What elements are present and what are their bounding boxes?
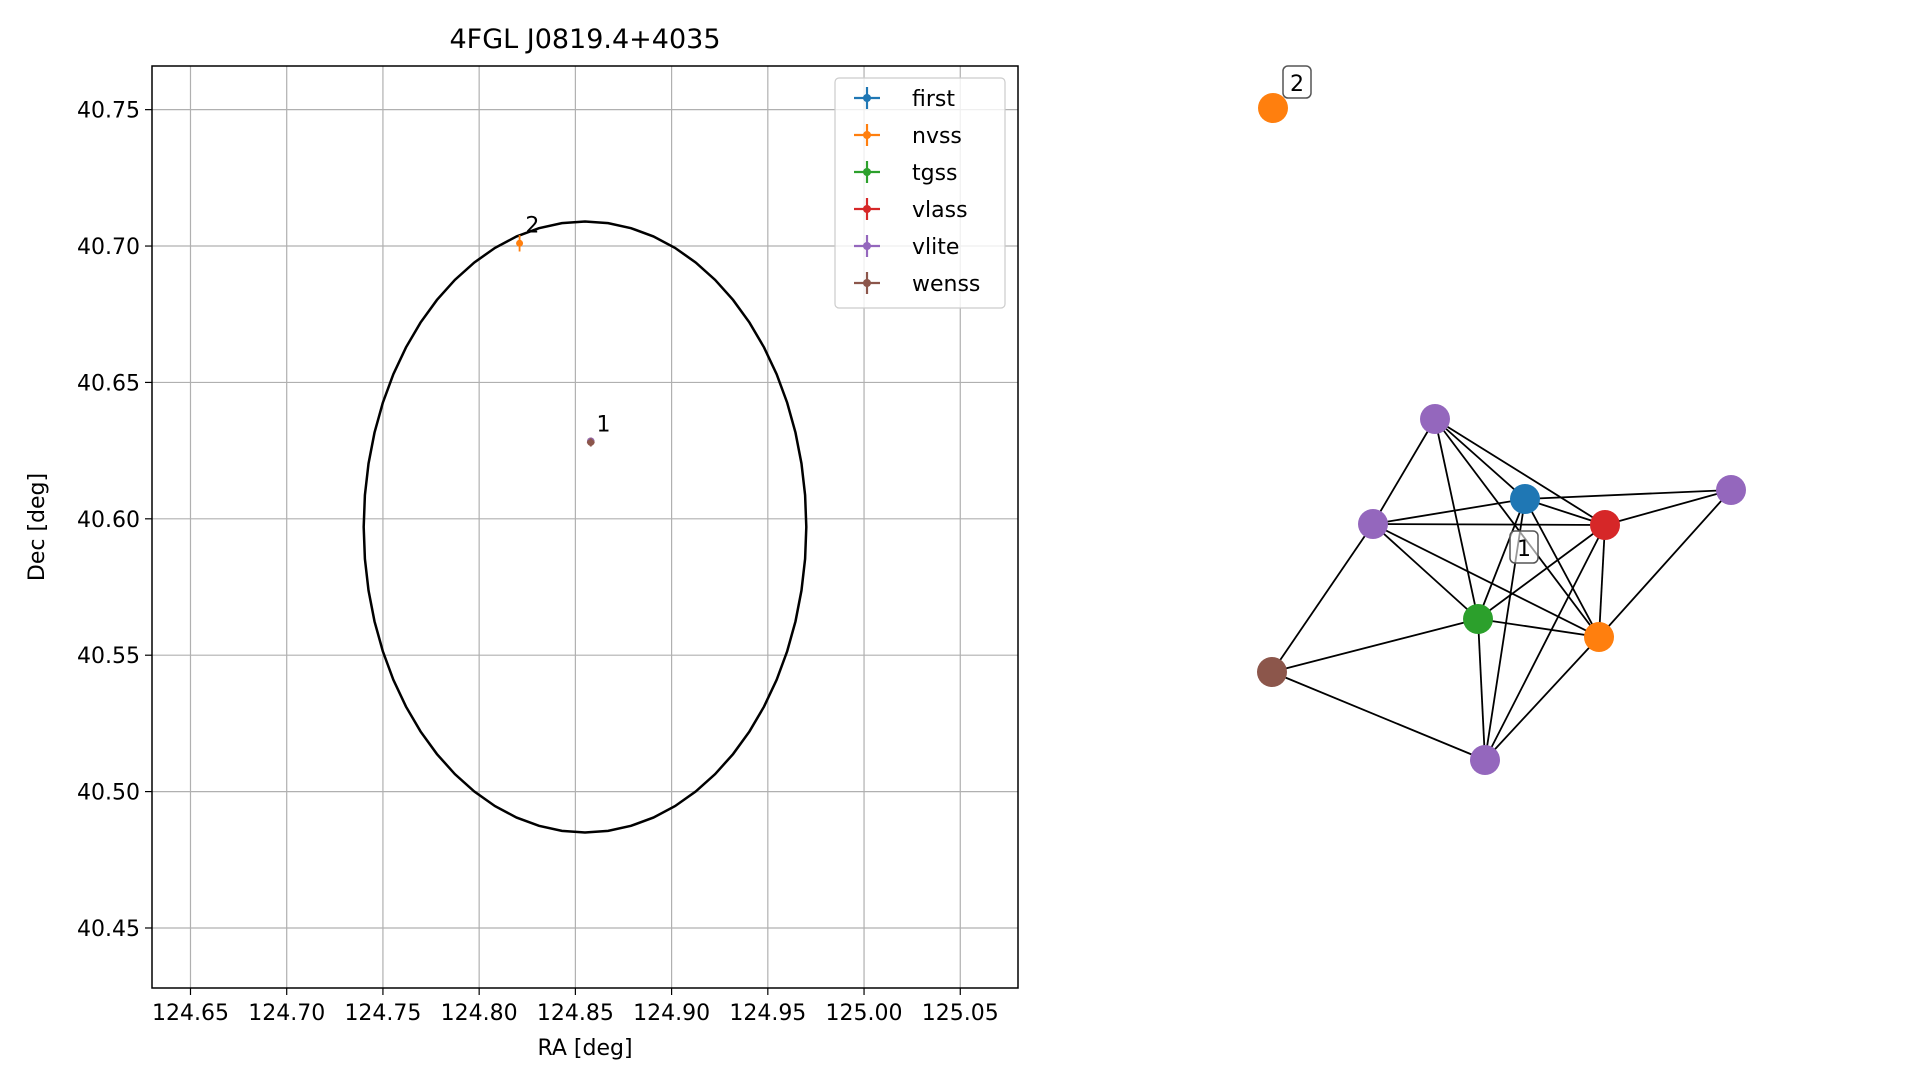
- plot-frame: [151, 65, 1019, 989]
- x-axis-label: RA [deg]: [537, 1036, 632, 1061]
- point-annotation: 2: [525, 213, 539, 238]
- legend-label: first: [912, 87, 955, 112]
- network-node: [1420, 404, 1450, 434]
- y-axis-label: Dec [deg]: [25, 473, 50, 581]
- y-tick-label: 40.55: [77, 644, 140, 669]
- x-tick-label: 125.00: [826, 1001, 903, 1026]
- legend-entry-vlite: vlite: [854, 235, 959, 260]
- legend-label: nvss: [912, 124, 962, 149]
- x-tick-label: 124.95: [729, 1001, 806, 1026]
- legend-label: vlass: [912, 198, 968, 223]
- network-edges: [1271, 418, 1732, 761]
- network-node: [1510, 484, 1540, 514]
- network-node: [1258, 93, 1288, 123]
- network-node-label: 1: [1509, 530, 1539, 564]
- x-tick-label: 124.85: [537, 1001, 614, 1026]
- x-tick-label: 124.70: [248, 1001, 325, 1026]
- network-edge: [1477, 524, 1606, 620]
- legend-entry-vlass: vlass: [854, 198, 968, 223]
- network-edge: [1598, 524, 1606, 638]
- network-node: [1463, 604, 1493, 634]
- point-annotation: 1: [597, 413, 611, 438]
- x-tick-label: 124.90: [633, 1001, 710, 1026]
- x-tick-label: 124.75: [344, 1001, 421, 1026]
- x-tick-label: 124.80: [441, 1001, 518, 1026]
- data-point-nvss: [516, 235, 524, 252]
- legend-entry-first: first: [854, 87, 955, 112]
- network-edge: [1372, 523, 1479, 620]
- network-edge: [1524, 489, 1732, 500]
- network-label-text: 2: [1290, 72, 1304, 97]
- network-node: [1257, 657, 1287, 687]
- network-edge: [1434, 418, 1606, 526]
- network-edge: [1484, 636, 1600, 761]
- x-tick-label: 125.05: [922, 1001, 999, 1026]
- network-edge: [1372, 523, 1600, 638]
- x-axis-ticks: 124.65 124.70 124.75 124.80 124.85 124.90 124.…: [152, 988, 999, 1026]
- network-edge: [1372, 498, 1526, 525]
- network-edge: [1598, 489, 1732, 638]
- network-edge: [1434, 418, 1479, 620]
- network-node: [1584, 622, 1614, 652]
- data-points: [516, 235, 595, 447]
- network-node: [1590, 510, 1620, 540]
- y-tick-label: 40.70: [77, 235, 140, 260]
- network-edge: [1524, 498, 1600, 638]
- legend-entry-nvss: nvss: [854, 124, 962, 149]
- legend-label: vlite: [912, 235, 959, 260]
- y-tick-label: 40.75: [77, 99, 140, 124]
- network-node: [1470, 745, 1500, 775]
- network-edge: [1484, 524, 1606, 761]
- network-edge: [1271, 618, 1479, 673]
- legend-entry-wenss: wenss: [854, 272, 980, 297]
- network-node-label: 2: [1282, 65, 1312, 99]
- network-edge: [1434, 418, 1600, 638]
- network-labels: 21: [1282, 65, 1539, 564]
- legend: first nvss tgss vlass vlite wenss: [834, 77, 1006, 309]
- network-edge: [1372, 418, 1436, 525]
- data-point-wenss: [586, 438, 595, 447]
- scatter-plot: 4FGL J0819.4+4035 124.65 124.70 124.75 124.…: [25, 24, 1019, 1061]
- y-axis-ticks: 40.45 40.50 40.55 40.60 40.65 40.70 40.75: [77, 99, 152, 942]
- x-tick-label: 124.65: [152, 1001, 229, 1026]
- chart-title: 4FGL J0819.4+4035: [449, 24, 720, 55]
- y-tick-label: 40.45: [77, 917, 140, 942]
- network-edge: [1434, 418, 1526, 500]
- localization-ellipse: [362, 220, 808, 834]
- y-tick-label: 40.60: [77, 508, 140, 533]
- legend-entry-tgss: tgss: [854, 161, 958, 186]
- network-node: [1358, 509, 1388, 539]
- network-edge: [1477, 498, 1526, 620]
- network-node: [1716, 475, 1746, 505]
- network-edge: [1271, 671, 1486, 761]
- network-edge: [1372, 523, 1606, 526]
- y-tick-label: 40.50: [77, 781, 140, 806]
- network-edge: [1271, 523, 1374, 673]
- grid-lines: [152, 66, 1018, 988]
- network-edge: [1604, 489, 1732, 526]
- point-annotations: 12: [525, 213, 610, 437]
- network-edge: [1477, 618, 1486, 761]
- y-tick-label: 40.65: [77, 371, 140, 396]
- legend-label: tgss: [912, 161, 958, 186]
- network-nodes: [1257, 93, 1746, 775]
- network-edge: [1477, 618, 1600, 638]
- network-label-text: 1: [1517, 537, 1531, 562]
- legend-label: wenss: [912, 272, 980, 297]
- network-graph: 21: [1257, 65, 1746, 775]
